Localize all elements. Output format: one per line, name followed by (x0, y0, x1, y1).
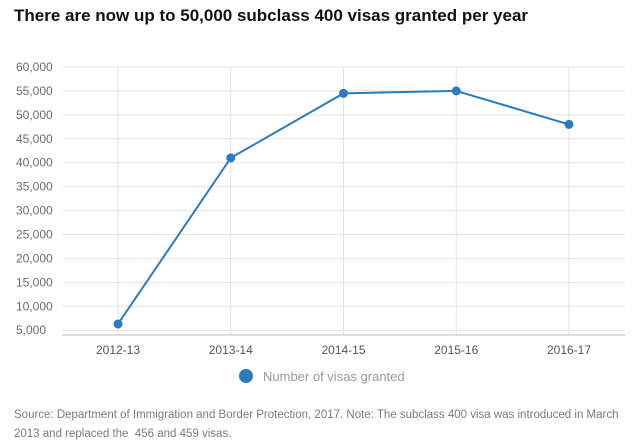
legend[interactable]: Number of visas granted (239, 369, 405, 384)
y-tick-label: 60,000 (16, 60, 53, 74)
y-tick-label: 35,000 (16, 180, 53, 194)
legend-label: Number of visas granted (263, 369, 405, 384)
data-point[interactable] (339, 88, 348, 98)
y-tick-label: 50,000 (16, 108, 53, 122)
x-tick-label: 2016-17 (547, 343, 591, 357)
x-tick-label: 2015-16 (434, 343, 478, 357)
x-tick-label: 2012-13 (96, 343, 140, 357)
data-point[interactable] (113, 319, 123, 329)
data-point[interactable] (564, 119, 574, 129)
y-tick-label: 15,000 (16, 275, 53, 289)
data-series (113, 86, 574, 329)
data-point[interactable] (226, 153, 236, 163)
x-axis-ticks: 2012-13 2013-14 2014-15 2015-16 2016-17 (96, 343, 591, 357)
y-tick-label: 25,000 (16, 228, 53, 242)
y-tick-label: 45,000 (16, 132, 53, 146)
y-tick-label: 10,000 (16, 299, 53, 313)
y-tick-label: 5,000 (16, 323, 46, 337)
source-note: Source: Department of Immigration and Bo… (14, 409, 622, 440)
y-tick-label: 55,000 (16, 84, 53, 98)
x-tick-label: 2013-14 (209, 343, 253, 357)
chart-title: There are now up to 50,000 subclass 400 … (14, 6, 529, 25)
line-chart: 5,000 10,000 15,000 20,000 25,000 30,000 35,00… (16, 60, 625, 384)
y-tick-label: 30,000 (16, 204, 53, 218)
y-axis-ticks: 5,000 10,000 15,000 20,000 25,000 30,000 35,00… (16, 60, 53, 337)
legend-marker (239, 369, 253, 383)
data-point[interactable] (451, 86, 461, 96)
y-tick-label: 40,000 (16, 156, 53, 170)
y-tick-label: 20,000 (16, 251, 53, 265)
grid-lines (62, 66, 625, 336)
x-tick-label: 2014-15 (321, 343, 365, 357)
